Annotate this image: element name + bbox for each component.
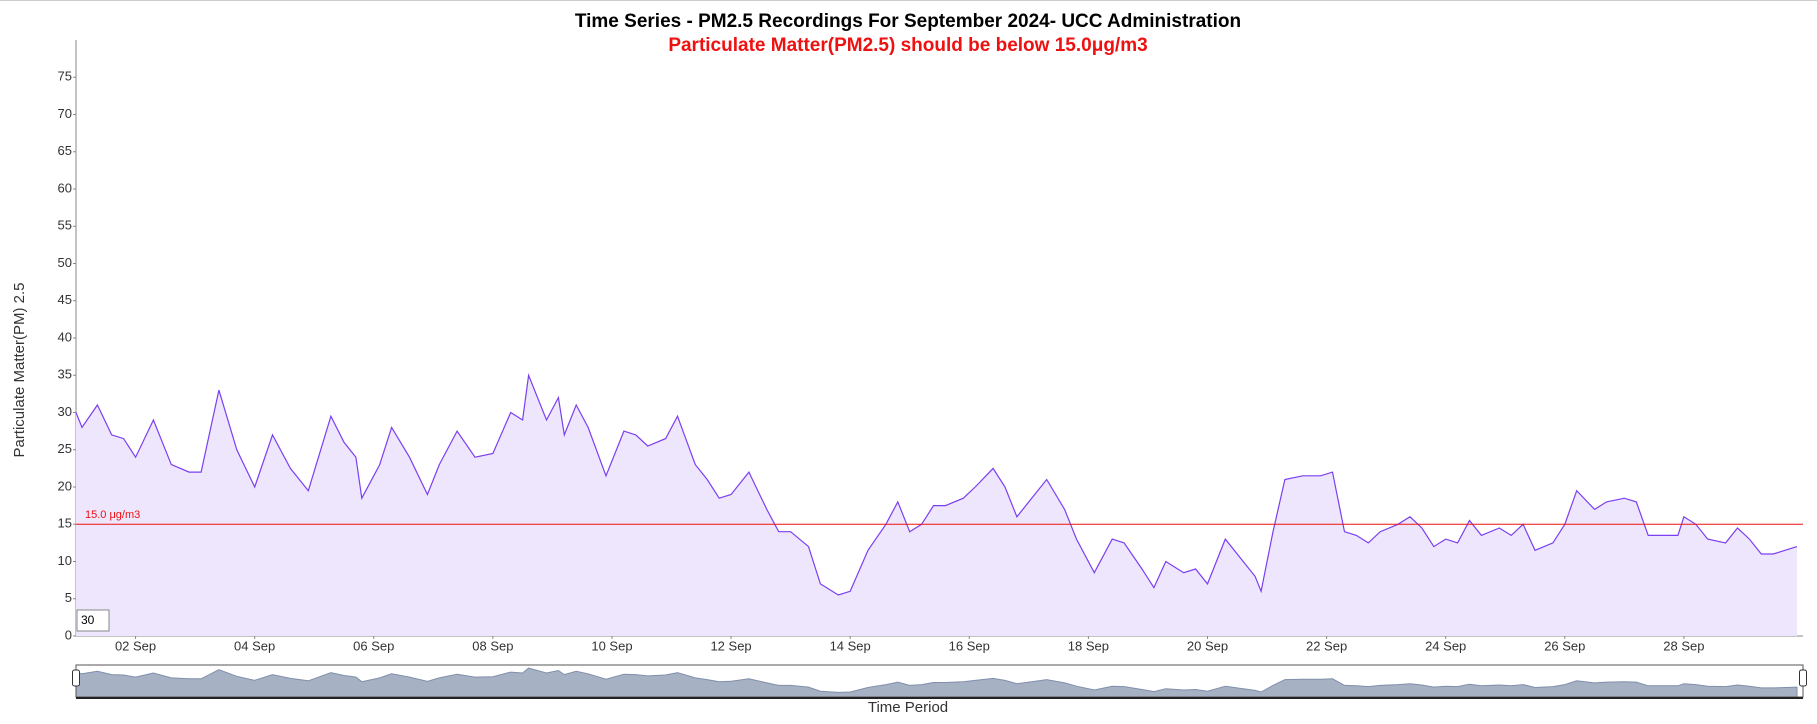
y-tick-label: 40 [58, 329, 72, 344]
y-tick-label: 50 [58, 255, 72, 270]
x-tick-label: 06 Sep [353, 638, 394, 653]
y-tick-label: 20 [58, 478, 72, 493]
x-tick-label: 18 Sep [1068, 638, 1109, 653]
y-tick-label: 35 [58, 367, 72, 382]
x-tick-label: 22 Sep [1306, 638, 1347, 653]
y-tick-label: 55 [58, 218, 72, 233]
y-tick-label: 25 [58, 441, 72, 456]
roll-period-box[interactable] [76, 609, 110, 632]
x-tick-label: 02 Sep [115, 638, 156, 653]
x-tick-label: 14 Sep [830, 638, 871, 653]
y-tick-label: 70 [58, 106, 72, 121]
x-tick-label: 20 Sep [1187, 638, 1228, 653]
x-axis-label: Time Period [868, 699, 948, 716]
y-tick-label: 0 [65, 627, 72, 642]
chart-title: Time Series - PM2.5 Recordings For Septe… [575, 11, 1241, 32]
y-tick-label: 75 [58, 69, 72, 84]
threshold-label: 15.0 μg/m3 [85, 509, 140, 521]
range-handle[interactable] [72, 669, 80, 687]
range-handle[interactable] [1799, 669, 1807, 687]
x-tick-label: 26 Sep [1544, 638, 1585, 653]
x-tick-label: 24 Sep [1425, 638, 1466, 653]
roll-period[interactable]: 30 [81, 613, 95, 627]
x-tick-label: 28 Sep [1663, 638, 1704, 653]
x-tick-label: 08 Sep [472, 638, 513, 653]
x-tick-label: 16 Sep [949, 638, 990, 653]
y-axis-label: Particulate Matter(PM) 2.5 [11, 282, 28, 457]
y-tick-label: 10 [58, 553, 72, 568]
y-tick-label: 65 [58, 143, 72, 158]
line [75, 372, 1798, 596]
chart-subtitle: Particulate Matter(PM2.5) should be belo… [668, 35, 1147, 56]
y-tick-label: 5 [65, 590, 72, 605]
y-tick-label: 45 [58, 292, 72, 307]
y-tick-label: 15 [58, 516, 72, 531]
x-tick-label: 04 Sep [234, 638, 275, 653]
y-tick-label: 60 [58, 180, 72, 195]
x-tick-label: 12 Sep [710, 638, 751, 653]
x-tick-label: 10 Sep [591, 638, 632, 653]
y-tick-label: 30 [58, 404, 72, 419]
range-selector-area [75, 667, 1798, 698]
